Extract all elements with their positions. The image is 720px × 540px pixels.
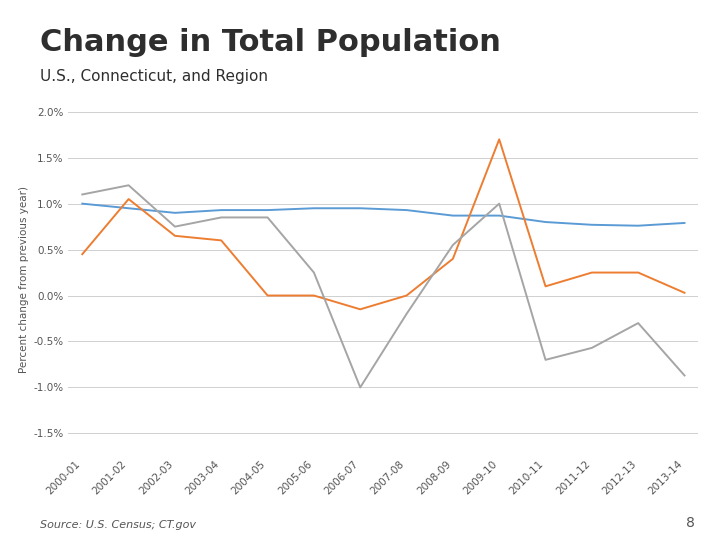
Northwest Hills [402,310,411,317]
Connecticut [495,136,503,143]
Northwest Hills [495,200,503,207]
Northwest Hills [264,214,272,221]
Connecticut [78,251,86,258]
United States [310,205,318,212]
Line: Connecticut: Connecticut [82,139,685,309]
Y-axis label: Percent change from previous year): Percent change from previous year) [19,186,29,373]
Northwest Hills [78,191,86,198]
Text: U.S., Connecticut, and Region: U.S., Connecticut, and Region [40,69,268,84]
Connecticut [171,233,179,239]
Line: Northwest Hills: Northwest Hills [82,185,685,387]
Connecticut [217,237,225,244]
United States [588,221,596,228]
United States [634,222,642,229]
Northwest Hills [588,345,596,351]
Connecticut [588,269,596,276]
Northwest Hills [680,372,689,379]
Line: United States: United States [82,204,685,226]
Northwest Hills [125,182,133,188]
United States [449,212,457,219]
United States [264,207,272,213]
Connecticut [541,283,550,289]
Connecticut [680,289,689,296]
United States [356,205,364,212]
United States [171,210,179,216]
United States [402,207,411,213]
Connecticut [310,292,318,299]
Northwest Hills [217,214,225,221]
Connecticut [634,269,642,276]
Text: 8: 8 [686,516,695,530]
United States [680,220,689,226]
United States [495,212,503,219]
United States [125,205,133,212]
Northwest Hills [310,269,318,276]
Connecticut [356,306,364,313]
Text: Change in Total Population: Change in Total Population [40,28,500,57]
Northwest Hills [634,320,642,326]
Northwest Hills [449,242,457,248]
Connecticut [264,292,272,299]
United States [541,219,550,225]
Connecticut [402,292,411,299]
United States [217,207,225,213]
Connecticut [449,255,457,262]
Northwest Hills [541,356,550,363]
United States [78,200,86,207]
Northwest Hills [356,384,364,390]
Connecticut [125,196,133,202]
Text: Source: U.S. Census; CT.gov: Source: U.S. Census; CT.gov [40,520,196,530]
Northwest Hills [171,224,179,230]
